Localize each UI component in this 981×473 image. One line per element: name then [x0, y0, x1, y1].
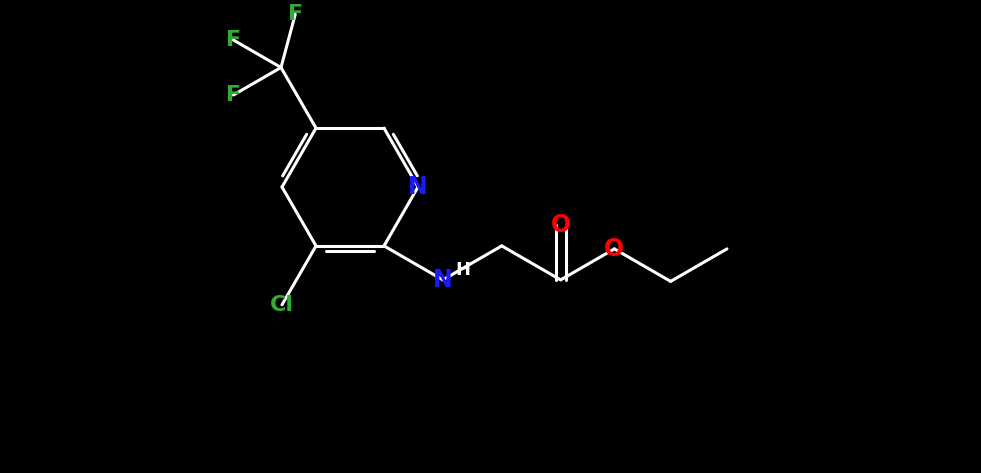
Text: F: F — [226, 85, 241, 105]
Text: F: F — [226, 30, 241, 50]
Text: O: O — [604, 237, 625, 261]
Text: N: N — [408, 175, 428, 199]
Text: N: N — [433, 268, 453, 292]
Text: Cl: Cl — [270, 295, 294, 315]
Text: O: O — [550, 213, 571, 237]
Text: F: F — [287, 4, 303, 25]
Text: H: H — [455, 261, 470, 279]
